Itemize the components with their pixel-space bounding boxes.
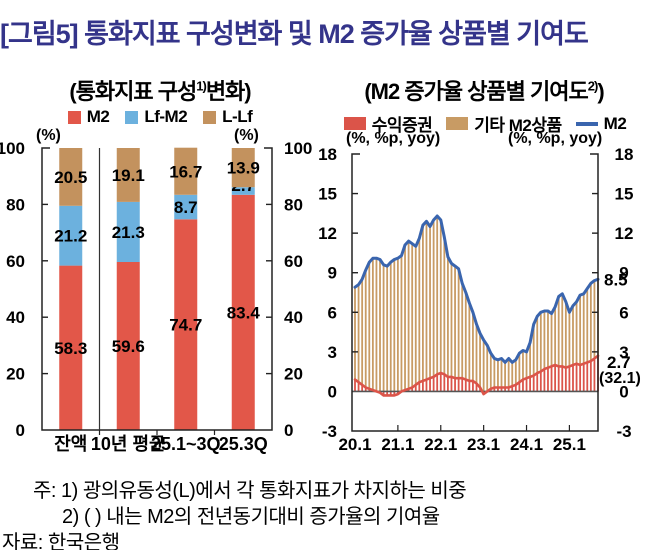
svg-text:3: 3 — [619, 343, 628, 362]
svg-text:18: 18 — [318, 145, 337, 164]
beneficiary-certificates-swatch-icon — [343, 117, 366, 130]
svg-text:15: 15 — [318, 185, 337, 204]
legend-item-m2: M2 — [67, 107, 110, 127]
footnote-1: 주: 1) 광의유동성(L)에서 각 통화지표가 차지하는 비중 — [33, 480, 467, 502]
svg-text:40: 40 — [284, 308, 303, 327]
legend-label-beneficiary-certificates: 수익증권 — [371, 116, 433, 135]
footnote-2: 2) ( ) 내는 M2의 전년동기대비 증가율의 기여율 — [62, 506, 440, 528]
svg-text:9: 9 — [619, 264, 628, 283]
legend-item-lf-m2: Lf-M2 — [125, 107, 188, 127]
svg-text:2.7: 2.7 — [607, 353, 631, 372]
svg-text:21.2: 21.2 — [54, 227, 87, 246]
contribution-title-sup: 2) — [587, 78, 599, 94]
other-m2-swatch-icon — [446, 117, 469, 130]
legend-item-other-m2: 기타 M2상품 — [446, 111, 562, 136]
svg-text:74.7: 74.7 — [169, 316, 202, 335]
svg-text:21.1: 21.1 — [381, 435, 414, 454]
composition-unit-left: (%) — [36, 127, 61, 144]
l-lf-swatch-icon — [203, 110, 217, 124]
legend-label-l-lf: L-Lf — [222, 107, 253, 126]
svg-text:60: 60 — [6, 252, 25, 271]
svg-text:20: 20 — [284, 365, 303, 384]
contribution-title-pre: (M2 증가율 상품별 기여도 — [364, 79, 588, 104]
svg-text:25.1: 25.1 — [553, 435, 586, 454]
composition-chart-title: (통화지표 구성1)변화) — [0, 74, 320, 106]
svg-text:60: 60 — [284, 252, 303, 271]
svg-text:3: 3 — [328, 343, 337, 362]
svg-text:20.1: 20.1 — [338, 435, 371, 454]
svg-text:83.4: 83.4 — [227, 303, 261, 322]
contribution-unit-left: (%, %p, yoy) — [346, 130, 441, 147]
svg-text:20: 20 — [6, 365, 25, 384]
svg-text:25.1~3Q: 25.1~3Q — [151, 434, 221, 454]
legend-label-lf-m2: Lf-M2 — [144, 107, 188, 126]
svg-text:(32.1): (32.1) — [599, 370, 641, 387]
svg-text:-3: -3 — [616, 422, 631, 441]
svg-text:9: 9 — [328, 264, 337, 283]
source-note: 자료: 한국은행 — [2, 532, 120, 550]
figure-title: [그림5] 통화지표 구성변화 및 M2 증가율 상품별 기여도 — [0, 19, 589, 49]
composition-title-sup: 1) — [196, 78, 207, 94]
contribution-legend: 수익증권 기타 M2상품 M2 — [320, 111, 650, 136]
svg-text:0: 0 — [16, 421, 25, 440]
svg-text:잔액: 잔액 — [54, 434, 87, 454]
svg-text:24.1: 24.1 — [510, 435, 543, 454]
svg-text:13.9: 13.9 — [227, 159, 260, 178]
m2-line-swatch-icon — [575, 121, 598, 126]
svg-text:100: 100 — [0, 139, 25, 158]
svg-text:59.6: 59.6 — [112, 337, 145, 356]
svg-text:6: 6 — [619, 303, 628, 322]
svg-text:19.1: 19.1 — [112, 166, 145, 185]
svg-text:0: 0 — [284, 421, 293, 440]
svg-text:-3: -3 — [322, 422, 337, 441]
contribution-title-post: ) — [597, 79, 604, 104]
legend-item-l-lf: L-Lf — [203, 107, 253, 127]
contribution-unit-right: (%, %p, yoy) — [508, 130, 603, 147]
svg-text:80: 80 — [284, 195, 303, 214]
composition-unit-right: (%) — [234, 127, 259, 144]
svg-text:100: 100 — [284, 139, 312, 158]
legend-label-m2-line: M2 — [603, 113, 627, 133]
legend-item-m2-line: M2 — [575, 113, 627, 134]
svg-text:0: 0 — [619, 382, 628, 401]
svg-text:8.7: 8.7 — [174, 198, 198, 217]
contribution-chart-title: (M2 증가율 상품별 기여도2)) — [318, 74, 650, 106]
svg-text:25.3Q: 25.3Q — [219, 434, 268, 454]
svg-text:21.3: 21.3 — [112, 223, 145, 242]
composition-legend: M2 Lf-M2 L-Lf — [0, 107, 320, 127]
m2-swatch-icon — [67, 110, 81, 124]
svg-text:10년 평균: 10년 평균 — [91, 434, 166, 454]
composition-title-pre: (통화지표 구성 — [69, 79, 197, 104]
svg-text:15: 15 — [615, 185, 634, 204]
legend-item-beneficiary-certificates: 수익증권 — [343, 111, 433, 136]
svg-text:18: 18 — [615, 145, 634, 164]
svg-text:12: 12 — [318, 224, 337, 243]
svg-text:8.5: 8.5 — [604, 270, 628, 289]
lf-m2-swatch-icon — [125, 110, 139, 124]
svg-text:58.3: 58.3 — [54, 339, 87, 358]
svg-text:16.7: 16.7 — [169, 162, 202, 181]
svg-text:0: 0 — [328, 382, 337, 401]
svg-text:6: 6 — [328, 303, 337, 322]
svg-text:23.1: 23.1 — [467, 435, 500, 454]
svg-text:22.1: 22.1 — [424, 435, 457, 454]
svg-text:80: 80 — [6, 195, 25, 214]
legend-label-m2: M2 — [86, 107, 110, 126]
svg-text:40: 40 — [6, 308, 25, 327]
svg-text:20.5: 20.5 — [54, 168, 87, 187]
legend-label-other-m2: 기타 M2상품 — [474, 116, 562, 135]
composition-title-post: 변화) — [205, 79, 252, 104]
svg-text:12: 12 — [615, 224, 634, 243]
contribution-chart: -3 -3 0 0 3 3 6 6 9 9 12 12 15 15 18 18 20.1 21.1 22.1 23.1… — [318, 145, 641, 454]
composition-chart: 58.3 21.2 20.5 잔액 59.6 21.3 19.1 10년 평균 74.7 8.7 1… — [0, 139, 312, 454]
